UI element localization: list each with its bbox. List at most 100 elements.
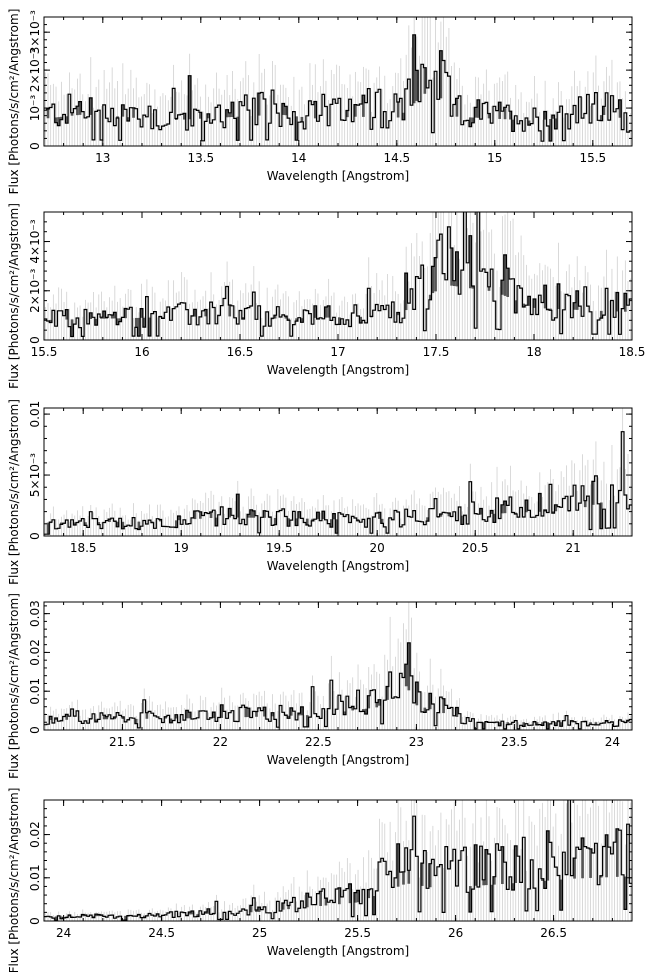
residual-fill <box>142 915 146 918</box>
residual-fill <box>295 518 298 526</box>
x-tick-label: 26 <box>448 926 463 940</box>
x-tick-label: 13 <box>95 151 110 165</box>
residual-fill <box>94 914 98 917</box>
residual-fill <box>551 115 555 119</box>
residual-fill <box>503 254 507 296</box>
residual-fill <box>65 116 69 124</box>
residual-fill <box>623 876 627 910</box>
y-axis-label: Flux [Photons/s/cm²/Angstrom] <box>7 788 21 972</box>
residual-fill <box>501 846 504 885</box>
residual-fill <box>70 112 74 116</box>
residual-fill <box>324 898 328 906</box>
residual-fill <box>354 892 357 903</box>
residual-fill <box>338 887 341 905</box>
residual-fill <box>599 502 603 529</box>
residual-fill <box>46 108 50 119</box>
residual-fill <box>263 510 266 518</box>
residual-fill <box>305 893 309 908</box>
residual-fill <box>158 519 162 522</box>
residual-fill <box>511 883 515 890</box>
residual-fill <box>73 522 77 525</box>
residual-fill <box>375 702 379 708</box>
residual-fill <box>188 911 191 915</box>
residual-fill <box>404 664 408 687</box>
residual-fill <box>102 715 106 720</box>
residual-fill <box>124 308 127 319</box>
residual-fill <box>108 519 111 522</box>
residual-fills <box>46 34 622 141</box>
residual-fill <box>460 515 464 525</box>
x-tick-label: 20.5 <box>462 541 489 555</box>
residual-fill <box>442 698 445 714</box>
residual-fill <box>113 716 117 720</box>
residual-fill <box>581 837 584 879</box>
residual-fill <box>191 911 194 915</box>
x-tick-label: 18.5 <box>70 541 97 555</box>
residual-fill <box>439 50 443 99</box>
residual-fill <box>305 715 309 727</box>
residual-fill <box>618 99 622 118</box>
residual-fill <box>84 914 87 917</box>
x-tick-label: 22 <box>213 735 228 749</box>
residual-fill <box>594 722 598 725</box>
residual-fill <box>124 915 127 921</box>
residual-fill <box>105 716 109 720</box>
residual-fill <box>346 110 349 118</box>
residual-fill <box>490 510 494 514</box>
residual-fill <box>498 102 502 119</box>
residual-fill <box>554 722 558 726</box>
residual-fill <box>533 298 536 308</box>
residual-fill <box>57 117 61 126</box>
residual-fill <box>116 318 119 325</box>
residual-fill <box>541 722 544 726</box>
residual-fill <box>54 916 58 921</box>
residual-fill <box>599 875 603 878</box>
residual-fill <box>257 907 261 912</box>
residual-fill <box>407 642 411 691</box>
x-tick-label: 25.5 <box>344 926 371 940</box>
residual-fill <box>231 102 234 117</box>
residual-fill <box>97 914 101 917</box>
residual-fill <box>615 292 619 312</box>
residual-fill <box>78 101 82 115</box>
residual-fill <box>313 305 317 318</box>
x-tick-label: 19.5 <box>266 541 293 555</box>
residual-fill <box>289 707 293 716</box>
residual-fill <box>287 715 290 719</box>
y-tick-label: 3×10⁻³ <box>28 10 42 54</box>
x-tick-label: 18 <box>526 345 541 359</box>
residual-fill <box>49 716 53 721</box>
residual-fill <box>207 113 210 119</box>
x-axis-label: Wavelength [Angstrom] <box>267 363 409 377</box>
y-axis-label: Flux [Photons/s/cm²/Angstrom] <box>7 399 21 585</box>
residual-fill <box>134 718 138 724</box>
x-tick-label: 20 <box>370 541 385 555</box>
residual-fill <box>396 312 400 316</box>
residual-fill <box>527 296 531 306</box>
residual-fill <box>509 111 512 120</box>
residual-fill <box>126 117 130 122</box>
residual-fill <box>362 95 365 117</box>
residual-fill <box>493 876 496 885</box>
residual-fill <box>471 286 475 289</box>
residual-fill <box>329 519 333 528</box>
residual-fill <box>257 93 261 116</box>
residual-fill <box>423 707 427 713</box>
plot-area <box>44 602 632 730</box>
residual-fill <box>362 709 365 712</box>
residual-fill <box>589 848 592 878</box>
y-tick-label: 5×10⁻³ <box>28 453 42 497</box>
residual-fill <box>514 300 518 313</box>
plot-area <box>44 408 632 536</box>
residual-fill <box>54 718 58 720</box>
residual-fill <box>249 905 253 913</box>
residual-fill <box>236 494 240 518</box>
residual-fill <box>573 302 576 310</box>
residual-fill <box>434 257 437 292</box>
residual-fill <box>591 481 595 505</box>
y-tick-label: 0.01 <box>28 864 42 891</box>
residual-fill <box>137 914 141 916</box>
residual-fill <box>68 914 71 917</box>
residual-fill <box>378 699 381 706</box>
residual-fill <box>281 902 285 910</box>
